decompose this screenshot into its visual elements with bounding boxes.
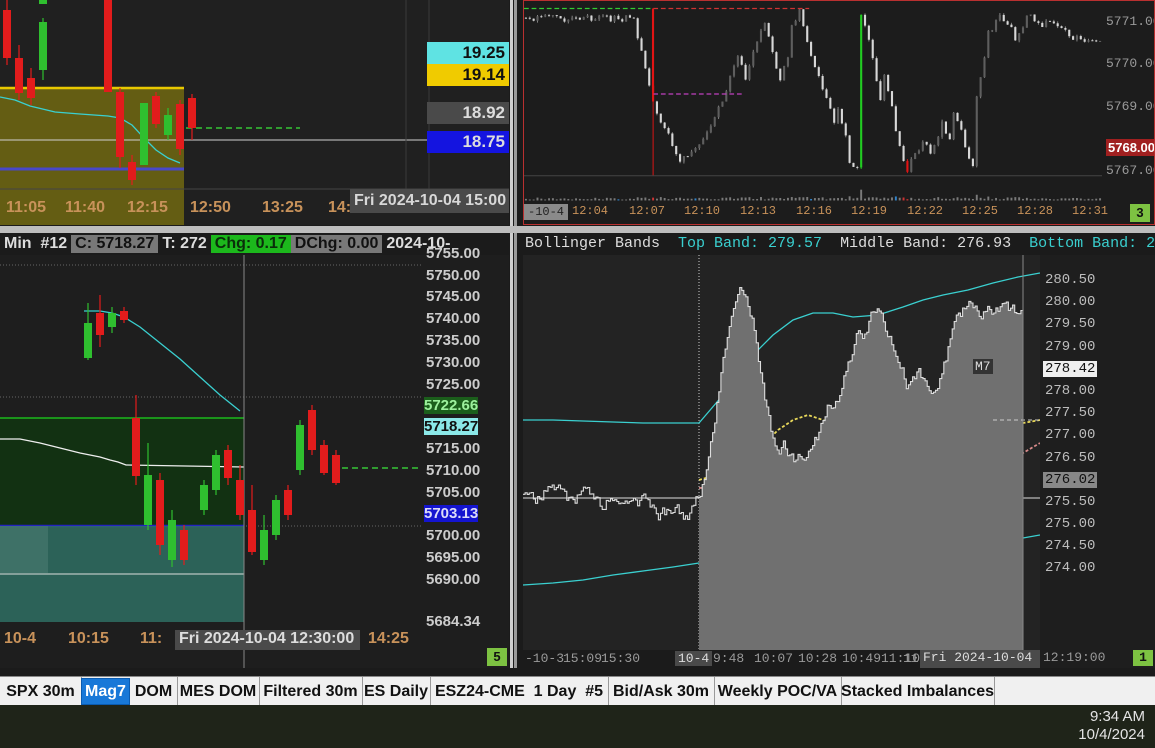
svg-text:12:50: 12:50 [190, 199, 231, 216]
svg-text:11:05: 11:05 [6, 199, 46, 216]
svg-text:12:15: 12:15 [127, 199, 168, 216]
svg-text:13:25: 13:25 [262, 199, 303, 216]
svg-text:11:40: 11:40 [65, 199, 105, 216]
